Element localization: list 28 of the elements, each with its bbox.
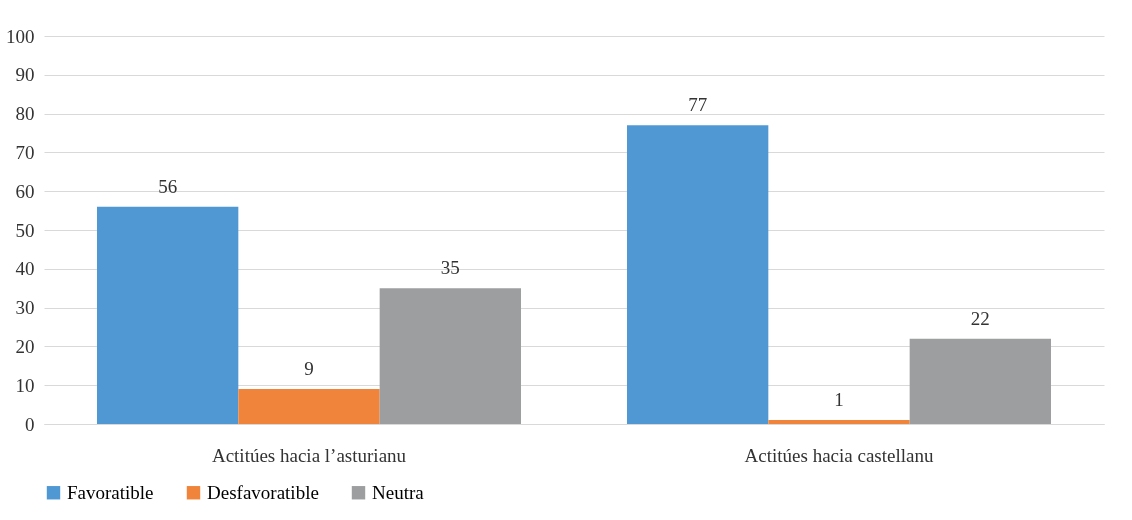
bar bbox=[379, 288, 521, 424]
bar bbox=[768, 420, 910, 424]
y-tick-label: 20 bbox=[15, 335, 35, 357]
y-tick-label: 50 bbox=[15, 219, 35, 241]
y-tick-label: 100 bbox=[6, 25, 35, 47]
y-tick-label: 40 bbox=[15, 258, 35, 280]
data-label: 22 bbox=[970, 307, 990, 329]
data-label: 35 bbox=[440, 257, 460, 279]
bar bbox=[97, 206, 239, 424]
bar bbox=[909, 338, 1051, 424]
legend-label: Favoratible bbox=[67, 481, 154, 503]
y-tick-label: 60 bbox=[15, 180, 35, 202]
y-tick-label: 80 bbox=[15, 103, 35, 125]
data-label: 77 bbox=[688, 94, 708, 116]
data-label: 1 bbox=[834, 389, 844, 411]
bar bbox=[238, 389, 380, 424]
y-tick-label: 30 bbox=[15, 297, 35, 319]
x-tick-label: Actitúes hacia l’asturianu bbox=[211, 444, 407, 466]
data-label: 56 bbox=[158, 175, 178, 197]
bar bbox=[627, 125, 769, 424]
y-tick-label: 90 bbox=[15, 64, 35, 86]
legend-label: Neutra bbox=[372, 481, 425, 503]
y-tick-label: 70 bbox=[15, 141, 35, 163]
y-tick-label: 10 bbox=[15, 374, 35, 396]
x-tick-label: Actitúes hacia castellanu bbox=[744, 444, 934, 466]
data-label: 9 bbox=[304, 358, 314, 380]
y-tick-label: 0 bbox=[25, 413, 35, 435]
legend-label: Desfavoratible bbox=[207, 481, 319, 503]
